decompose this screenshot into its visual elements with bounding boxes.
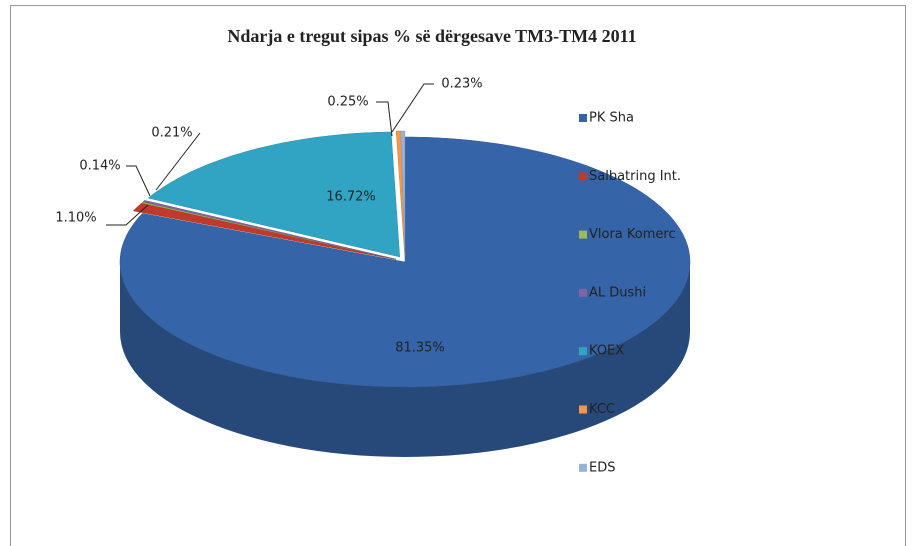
data-label: 1.10% [55,211,96,226]
leader-line [376,101,393,137]
legend-swatch [579,405,587,414]
leader-line [155,132,201,191]
legend-label: KOEX [589,344,624,359]
data-label: 0.21% [151,126,192,141]
leader-line [391,83,434,133]
data-label: 81.35% [395,341,445,356]
legend-swatch [579,114,587,122]
data-label: 0.25% [327,95,368,110]
legend-swatch [579,288,587,297]
leader-line [126,165,151,197]
legend-label: Salbatring Int. [589,169,681,184]
legend-swatch [579,347,587,356]
slice-side [120,262,690,457]
legend-label: KCC [589,402,615,417]
legend-swatch [579,172,587,181]
legend-label: AL Dushi [589,285,646,300]
slice [119,136,691,388]
legend-label: Vlora Komerc [589,227,676,242]
data-label: 0.14% [79,159,120,174]
slice [400,130,406,257]
legend-swatch [579,230,587,239]
leader-line [106,204,149,226]
legend-label: PK Sha [589,111,634,126]
slice [147,131,400,258]
slice [142,200,397,260]
chart-title: Ndarja e tregut sipas % së dërgesave TM3… [227,26,636,46]
legend-swatch [579,463,587,472]
data-label: 16.72% [326,190,376,205]
legend-label: EDS [589,460,615,475]
data-label: 0.23% [441,77,482,92]
